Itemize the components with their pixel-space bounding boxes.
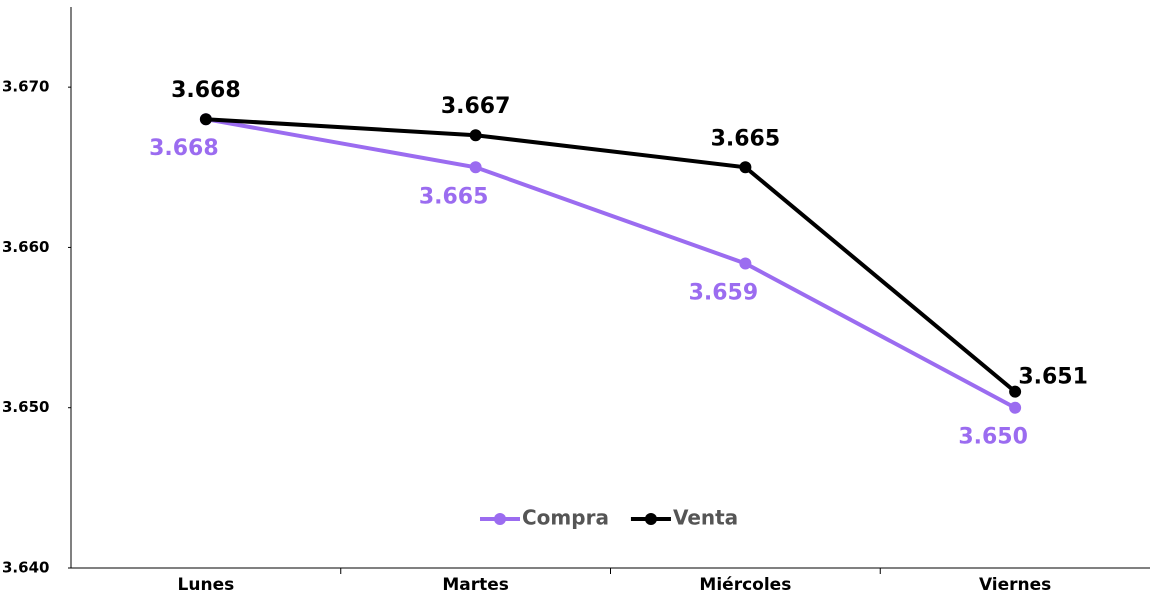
data-label: 3.668 <box>149 136 219 161</box>
point <box>199 113 212 126</box>
y-tick-label: 3.660 <box>2 238 49 256</box>
legend-marker <box>644 513 657 525</box>
x-tick-label: Martes <box>442 575 509 595</box>
x-tick-label: Lunes <box>178 575 235 595</box>
data-label: 3.651 <box>1018 365 1088 390</box>
series-line <box>205 117 1017 410</box>
y-tick-label: 3.650 <box>2 398 49 416</box>
legend-label: Venta <box>673 506 738 530</box>
data-label: 3.665 <box>711 126 781 151</box>
point <box>469 129 482 142</box>
data-label: 3.665 <box>419 184 489 209</box>
point <box>739 161 752 174</box>
point <box>1009 385 1022 398</box>
data-label: 3.659 <box>689 280 759 305</box>
data-label: 3.650 <box>958 425 1028 450</box>
data-label: 3.668 <box>171 78 241 103</box>
point <box>1009 401 1022 414</box>
series-line <box>205 117 1017 394</box>
legend-marker <box>494 513 506 525</box>
data-label: 3.667 <box>441 94 511 119</box>
y-tick-label: 3.640 <box>2 559 49 577</box>
point <box>739 257 752 270</box>
legend-label: Compra <box>522 506 609 530</box>
point <box>469 161 482 174</box>
x-tick-label: Viernes <box>979 575 1051 595</box>
y-tick-label: 3.670 <box>2 78 49 96</box>
x-tick-label: Miércoles <box>699 575 791 595</box>
